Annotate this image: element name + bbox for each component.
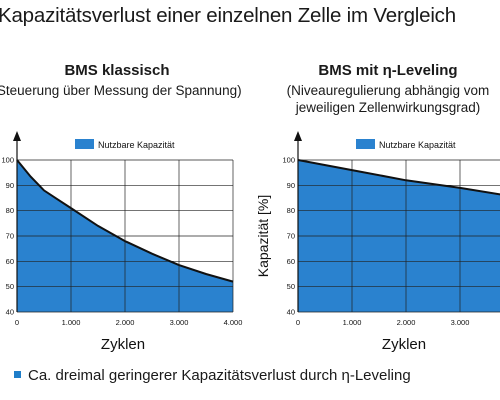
- legend-swatch: [75, 139, 94, 149]
- chart-heading-eta: BMS mit η-Leveling (Niveauregulierung ab…: [287, 62, 490, 116]
- y-tick-label: 50: [287, 282, 295, 291]
- legend-label: Nutzbare Kapazität: [98, 140, 175, 150]
- x-tick-label: 0: [15, 318, 19, 327]
- series-line: [16, 159, 234, 283]
- y-tick-label: 80: [6, 206, 14, 215]
- y-tick-label: 100: [282, 156, 295, 165]
- footnote: Ca. dreimal geringerer Kapazitätsverlust…: [14, 367, 411, 384]
- chart-heading-classic: BMS klassisch (Steuerung über Messung de…: [0, 62, 242, 99]
- y-tick-label: 40: [287, 308, 295, 317]
- footnote-text: Ca. dreimal geringerer Kapazitätsverlust…: [28, 367, 411, 384]
- x-tick-label: 1.000: [343, 318, 362, 327]
- y-tick-label: 90: [287, 181, 295, 190]
- chart-0: 40 50 60 70 80 90 100 0 1.000 2.000 3.000 4.000 Zykl…: [1, 131, 242, 353]
- x-tick-label: 1.000: [62, 318, 81, 327]
- y-axis-arrow-icon: [13, 131, 21, 141]
- bullet-square-icon: [14, 371, 21, 378]
- x-tick-label: 4.000: [224, 318, 243, 327]
- y-tick-label: 70: [287, 232, 295, 241]
- chart-title-classic: BMS klassisch: [64, 62, 170, 79]
- page-title: Kapazitätsverlust einer einzelnen Zelle …: [0, 4, 456, 27]
- y-tick-label: 40: [6, 308, 14, 317]
- y-axis-label: Kapazität [%]: [255, 195, 271, 278]
- chart-1: 40506070809010001.0002.0003.0004.000Zykl…: [255, 131, 500, 353]
- x-tick-label: 0: [296, 318, 300, 327]
- chart-subtitle-classic-line-1: (Steuerung über Messung der Spannung): [0, 83, 242, 98]
- legend-swatch: [356, 139, 375, 149]
- y-tick-label: 100: [1, 156, 14, 165]
- y-tick-label: 60: [287, 257, 295, 266]
- chart-subtitle-eta-line-1: (Niveauregulierung abhängig vom: [286, 83, 490, 98]
- chart-title-eta: BMS mit η-Leveling: [318, 62, 458, 79]
- x-tick-label: 3.000: [170, 318, 189, 327]
- x-tick-label: 3.000: [451, 318, 470, 327]
- y-tick-label: 90: [6, 181, 14, 190]
- x-tick-label: 2.000: [116, 318, 135, 327]
- x-tick-label: 2.000: [397, 318, 416, 327]
- y-tick-label: 70: [6, 232, 14, 241]
- y-tick-label: 50: [6, 282, 14, 291]
- y-tick-label: 80: [287, 206, 295, 215]
- legend-label: Nutzbare Kapazität: [379, 140, 456, 150]
- y-tick-label: 60: [6, 257, 14, 266]
- x-axis-label: Zyklen: [101, 336, 145, 353]
- y-axis-arrow-icon: [294, 131, 302, 141]
- series-line: [297, 159, 500, 196]
- chart-subtitle-eta-line-2: jeweiligen Zellenwirkungsgrad): [295, 100, 481, 115]
- x-axis-label: Zyklen: [382, 336, 426, 353]
